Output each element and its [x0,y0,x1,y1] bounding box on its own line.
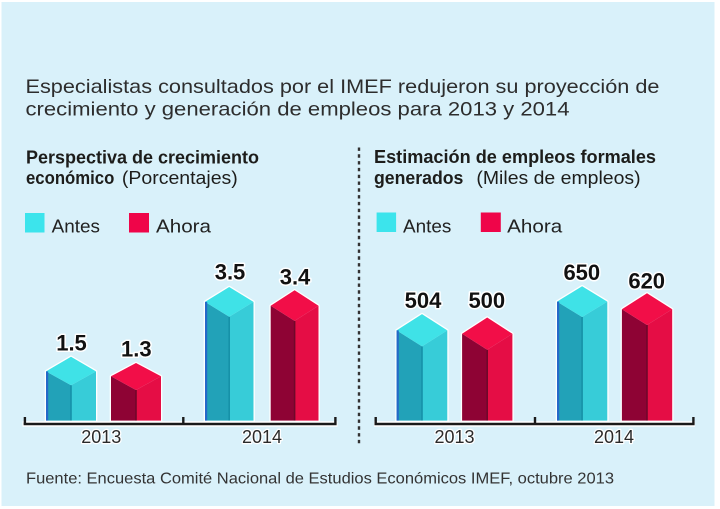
svg-text:Estimación de empleos formales: Estimación de empleos formales [374,146,656,167]
svg-text:(Porcentajes): (Porcentajes) [122,167,238,188]
svg-text:500: 500 [468,288,505,313]
svg-text:Especialistas consultados por: Especialistas consultados por el IMEF re… [26,76,660,98]
svg-text:3.5: 3.5 [215,260,246,285]
svg-text:generados: generados [374,167,463,188]
svg-text:Ahora: Ahora [507,216,563,237]
svg-text:2013: 2013 [434,427,474,447]
svg-text:1.3: 1.3 [121,337,152,362]
svg-text:2013: 2013 [81,427,121,447]
svg-text:Perspectiva de crecimiento: Perspectiva de crecimiento [26,146,259,167]
svg-text:1.5: 1.5 [56,331,87,356]
svg-text:620: 620 [628,268,665,293]
svg-text:504: 504 [405,288,442,313]
svg-text:Fuente: Encuesta Comité Nacion: Fuente: Encuesta Comité Nacional de Estu… [26,470,614,487]
svg-text:Antes: Antes [52,216,100,237]
svg-text:3.4: 3.4 [280,264,311,289]
svg-text:(Miles de empleos): (Miles de empleos) [476,167,640,188]
svg-text:Ahora: Ahora [156,216,212,237]
svg-text:2014: 2014 [594,427,634,447]
svg-text:Antes: Antes [403,216,451,237]
svg-text:650: 650 [563,260,600,285]
svg-text:crecimiento y generación de em: crecimiento y generación de empleos para… [26,99,570,121]
svg-text:económico: económico [26,167,114,188]
svg-text:2014: 2014 [242,427,282,447]
